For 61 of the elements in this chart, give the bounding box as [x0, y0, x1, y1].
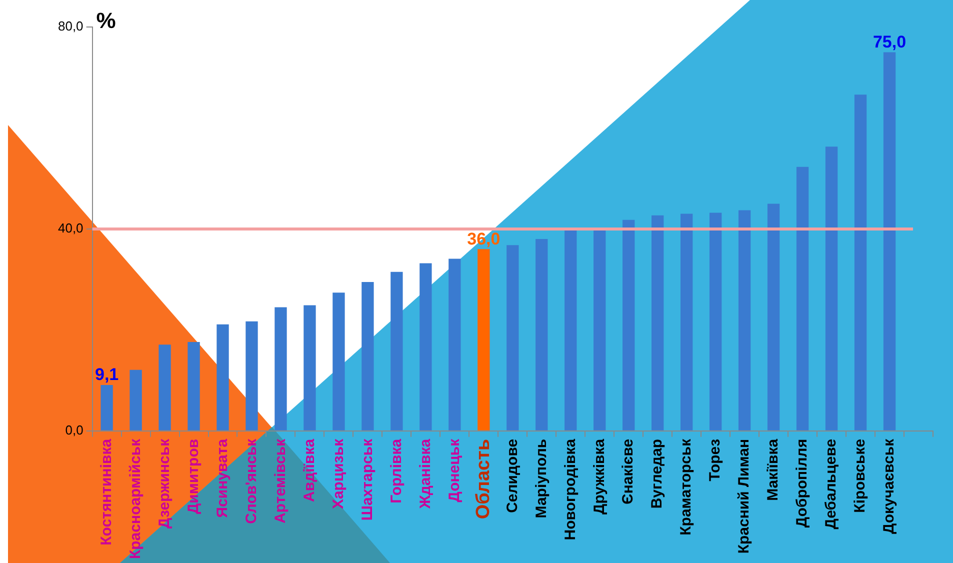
bar — [883, 52, 896, 430]
x-tick-label: Ясинувата — [214, 438, 231, 518]
bar — [158, 344, 171, 430]
x-tick-label: Красний Лиман — [736, 438, 753, 554]
bar — [680, 214, 693, 430]
data-label: 9,1 — [94, 365, 119, 384]
bar — [362, 282, 374, 430]
bar — [188, 342, 200, 430]
x-tick-label: Горлівка — [388, 438, 405, 504]
x-tick-label: Харцизьк — [330, 438, 347, 510]
x-tick-label: Авдіївка — [300, 438, 318, 502]
x-tick-label: Область — [472, 438, 494, 520]
x-tick-label: Селидове — [504, 438, 521, 513]
x-tick-label: Дебальцеве — [822, 438, 840, 530]
x-tick-label: Дзержинськ — [156, 438, 173, 529]
y-tick-label: 80,0 — [58, 18, 84, 34]
bar — [564, 229, 577, 430]
x-tick-label: Докучаєвськ — [880, 438, 898, 534]
bar — [622, 220, 635, 430]
bar — [652, 215, 664, 430]
bar — [246, 321, 258, 430]
x-tick-label: Кіровське — [852, 438, 869, 513]
bar — [854, 94, 867, 430]
x-tick-label: Вугледар — [648, 438, 666, 509]
y-tick-label: 40,0 — [58, 220, 84, 236]
x-tick-label: Добропілля — [794, 438, 811, 528]
x-tick-label: Шахтарськ — [358, 438, 376, 521]
bar — [796, 166, 809, 430]
x-tick-label: Артемівськ — [272, 438, 289, 524]
bar — [448, 258, 461, 430]
bar — [506, 245, 519, 430]
bar — [478, 249, 490, 430]
data-label: 75,0 — [872, 32, 906, 52]
bar — [536, 239, 548, 430]
x-tick-label: Красноармійськ — [126, 438, 144, 560]
bar — [738, 210, 751, 430]
x-tick-label: Новогродівка — [562, 438, 579, 540]
x-tick-label: Торез — [706, 438, 724, 482]
x-tick-label: Донецьк — [446, 438, 463, 502]
x-tick-label: Маріуполь — [532, 438, 550, 518]
bar — [420, 263, 432, 430]
bar — [304, 305, 316, 430]
bar — [100, 384, 113, 430]
y-axis-title: % — [96, 8, 116, 34]
x-tick-label: Димитров — [184, 438, 202, 514]
x-tick-label: Жданівка — [416, 438, 434, 510]
bar — [216, 324, 229, 430]
bar — [825, 146, 838, 430]
bar — [130, 370, 142, 430]
x-tick-label: Єнакієве — [620, 438, 637, 504]
x-tick-label: Слов'янськ — [242, 438, 260, 524]
x-tick-label: Дружківка — [590, 438, 608, 514]
bar — [390, 272, 403, 430]
y-tick-label: 0,0 — [65, 422, 84, 438]
bar — [332, 292, 345, 430]
bar — [274, 307, 287, 430]
x-tick-label: Макіївка — [764, 438, 782, 501]
bar — [709, 212, 722, 430]
x-tick-label: Костянтинівка — [98, 438, 115, 546]
bar — [767, 204, 780, 430]
x-tick-label: Краматорськ — [678, 438, 695, 536]
